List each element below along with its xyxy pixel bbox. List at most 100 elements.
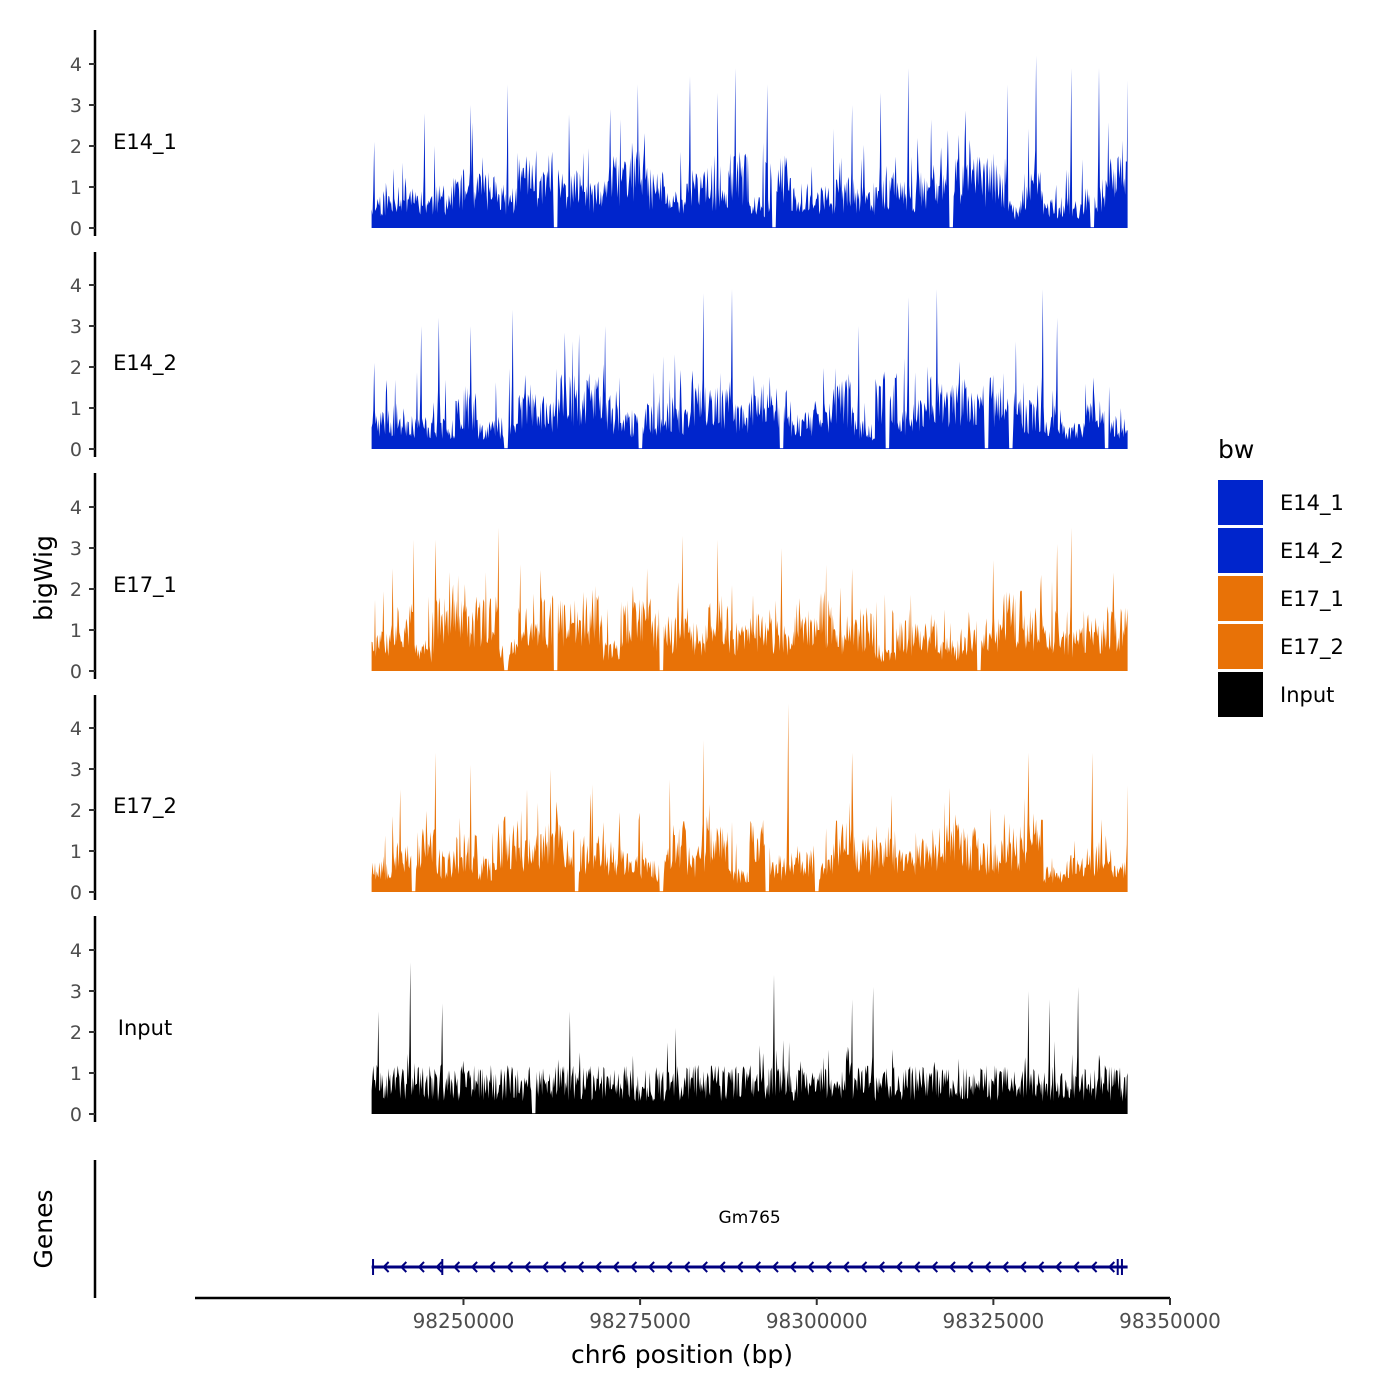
legend-label: E17_2 [1280, 635, 1344, 660]
strand-arrow [807, 1261, 815, 1273]
signal-area-e14-1 [371, 55, 1128, 228]
strand-arrow [523, 1261, 531, 1273]
legend-swatch [1218, 576, 1263, 621]
track-input: 0 1 2 3 4 Input [70, 916, 1128, 1126]
x-tick-label: 98275000 [589, 1309, 691, 1333]
legend-label: E17_1 [1280, 587, 1344, 612]
y-tick-label: 1 [70, 841, 82, 863]
strand-arrow [913, 1261, 921, 1273]
legend: bw E14_1 E14_2 E17_1 E17_2 Input [1218, 435, 1344, 717]
y-axis-label: bigWig [29, 535, 58, 621]
strand-arrow [612, 1261, 620, 1273]
y-tick-label: 0 [70, 661, 82, 683]
y-tick-label: 2 [70, 136, 82, 158]
y-tick-label: 0 [70, 882, 82, 904]
track-label: E17_2 [113, 794, 177, 819]
y-tick-label: 4 [70, 497, 82, 519]
y-tick-label: 4 [70, 275, 82, 297]
gene-name-label: Gm765 [719, 1208, 781, 1228]
y-tick-label: 0 [70, 218, 82, 240]
track-e17-1: 0 1 2 3 4 E17_1 [70, 473, 1128, 683]
track-e14-1: 0 1 2 3 4 E14_1 [70, 30, 1128, 240]
gene-gm765: Gm765 [371, 1208, 1128, 1275]
signal-area-e17-1 [371, 527, 1128, 671]
track-label: E14_1 [113, 130, 177, 155]
track-label: Input [118, 1016, 172, 1040]
bigwig-tracks: 0 1 2 3 4 E14_1 0 1 2 3 4 E14_2 0 1 2 3 4 E17_1 0 1 2 3 4 E17_2… [70, 30, 1128, 1126]
strand-arrow [1090, 1261, 1098, 1273]
strand-arrow [789, 1261, 797, 1273]
strand-arrow [1072, 1261, 1080, 1273]
track-e14-2: 0 1 2 3 4 E14_2 [70, 252, 1128, 461]
strand-arrow [488, 1261, 496, 1273]
y-tick-label: 2 [70, 1022, 82, 1044]
strand-arrow [771, 1261, 779, 1273]
strand-arrow [842, 1261, 850, 1273]
y-tick-label: 2 [70, 579, 82, 601]
signal-area-e14-2 [371, 289, 1128, 449]
strand-arrow [895, 1261, 903, 1273]
legend-swatch [1218, 624, 1263, 669]
track-label: E17_1 [113, 573, 177, 598]
legend-swatch [1218, 480, 1263, 525]
legend-label: Input [1280, 683, 1334, 707]
strand-arrow [984, 1261, 992, 1273]
strand-arrow [718, 1261, 726, 1273]
strand-arrow [736, 1261, 744, 1273]
strand-arrow [930, 1261, 939, 1273]
strand-arrow [399, 1261, 408, 1273]
x-tick-label: 98300000 [766, 1309, 868, 1333]
x-tick-label: 98325000 [942, 1309, 1044, 1333]
y-tick-label: 0 [70, 439, 82, 461]
y-tick-label: 3 [70, 316, 82, 338]
y-tick-label: 3 [70, 538, 82, 560]
x-axis: 98250000 98275000 98300000 98325000 98350000 [195, 1296, 1221, 1333]
x-tick-label: 98250000 [413, 1309, 515, 1333]
strand-arrow [683, 1261, 691, 1273]
y-tick-label: 0 [70, 1104, 82, 1126]
strand-arrow [665, 1261, 673, 1273]
strand-arrow [1107, 1261, 1116, 1273]
strand-arrow [435, 1261, 443, 1273]
strand-arrow [594, 1261, 602, 1273]
y-tick-label: 1 [70, 620, 82, 642]
strand-arrow [948, 1261, 956, 1273]
strand-arrow [753, 1261, 762, 1273]
y-tick-label: 1 [70, 177, 82, 199]
strand-arrow [824, 1261, 832, 1273]
strand-arrow [630, 1261, 638, 1273]
signal-area-e17-2 [371, 703, 1128, 892]
strand-arrow [382, 1261, 390, 1273]
strand-arrow [1019, 1261, 1027, 1273]
strand-arrow [576, 1261, 585, 1273]
y-tick-label: 4 [70, 940, 82, 962]
y-tick-label: 2 [70, 800, 82, 822]
x-tick-label: 98350000 [1119, 1309, 1221, 1333]
strand-arrow [506, 1261, 514, 1273]
strand-arrow [1001, 1261, 1009, 1273]
strand-arrow [541, 1261, 549, 1273]
strand-arrow [559, 1261, 567, 1273]
strand-arrow [417, 1261, 425, 1273]
strand-arrow [453, 1261, 461, 1273]
y-tick-label: 1 [70, 1063, 82, 1085]
gene-track: Gm765 [93, 1160, 1128, 1298]
strand-arrow [647, 1261, 655, 1273]
strand-arrow [860, 1261, 868, 1273]
x-axis-label: chr6 position (bp) [571, 1340, 793, 1369]
y-tick-label: 2 [70, 357, 82, 379]
strand-arrow [1037, 1261, 1045, 1273]
legend-swatch [1218, 528, 1263, 573]
signal-area-input [371, 962, 1128, 1114]
strand-arrow [877, 1261, 885, 1273]
strand-arrow [966, 1261, 974, 1273]
y-tick-label: 3 [70, 981, 82, 1003]
legend-label: E14_2 [1280, 539, 1344, 564]
y-tick-label: 1 [70, 398, 82, 420]
strand-arrow [470, 1261, 478, 1273]
y-tick-label: 3 [70, 759, 82, 781]
track-e17-2: 0 1 2 3 4 E17_2 [70, 695, 1128, 904]
legend-label: E14_1 [1280, 491, 1344, 516]
track-label: E14_2 [113, 351, 177, 376]
